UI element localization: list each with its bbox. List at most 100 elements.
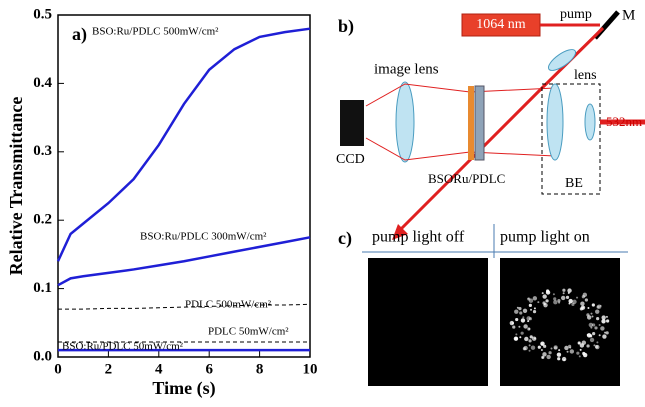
speckle xyxy=(576,351,580,355)
speckle xyxy=(566,350,569,353)
speckle xyxy=(587,307,590,310)
speckle xyxy=(542,352,547,357)
y-tick-label: 0.1 xyxy=(33,280,52,296)
speckle xyxy=(562,288,566,292)
data-line xyxy=(56,27,311,262)
laser-label: 1064 nm xyxy=(476,17,526,32)
panel-label: a) xyxy=(72,24,87,45)
lens xyxy=(584,103,596,141)
speckle xyxy=(522,316,525,319)
speckle xyxy=(550,347,553,350)
speckle xyxy=(577,341,581,345)
panel-label: c) xyxy=(338,228,352,249)
ccd xyxy=(340,100,364,146)
speckle xyxy=(594,326,598,330)
speckle xyxy=(598,334,601,337)
speckle xyxy=(543,303,546,306)
speckle xyxy=(576,296,579,299)
speckle xyxy=(591,303,595,307)
speckle xyxy=(520,331,524,335)
data-line xyxy=(57,236,311,287)
speckle xyxy=(512,325,516,329)
speckle xyxy=(553,345,558,350)
speckle xyxy=(514,309,519,314)
speckle xyxy=(552,293,555,296)
y-tick-label: 0.0 xyxy=(33,348,52,364)
data-line xyxy=(58,303,311,310)
speckle xyxy=(557,299,561,303)
x-tick-label: 0 xyxy=(54,361,62,377)
y-tick-label: 0.5 xyxy=(33,6,52,22)
speckle xyxy=(533,337,536,340)
speckle xyxy=(553,297,557,301)
speckle xyxy=(586,313,590,317)
speckle xyxy=(528,303,532,307)
lens xyxy=(395,81,415,163)
speckle xyxy=(595,344,600,350)
speckle xyxy=(545,299,549,303)
speckle xyxy=(601,315,606,320)
speckle xyxy=(593,344,596,347)
speckle xyxy=(527,297,531,301)
lens xyxy=(547,49,577,71)
speckle xyxy=(541,343,544,346)
speckle xyxy=(526,316,531,321)
speckle xyxy=(558,349,561,352)
speckle xyxy=(546,354,551,360)
speckle xyxy=(548,351,552,355)
speckle xyxy=(590,312,593,315)
speckle xyxy=(604,331,607,334)
speckle xyxy=(578,355,581,358)
speckle xyxy=(529,335,533,339)
speckle xyxy=(515,317,519,322)
speckle xyxy=(567,291,570,294)
laser-label: 532nm xyxy=(606,114,642,129)
speckle xyxy=(519,336,522,339)
speckle xyxy=(523,345,528,351)
speckle xyxy=(537,345,541,349)
x-axis-label: Time (s) xyxy=(152,378,215,399)
x-tick-label: 6 xyxy=(205,361,213,377)
speckle xyxy=(540,349,543,352)
speckle xyxy=(541,355,545,359)
speckle xyxy=(589,334,593,338)
lens xyxy=(546,83,564,161)
speckle xyxy=(527,320,530,323)
panel-label: b) xyxy=(338,16,354,37)
speckle xyxy=(599,304,602,307)
image-caption: pump light off xyxy=(372,229,465,246)
speckle xyxy=(511,322,514,325)
image-lens-label: image lens xyxy=(374,61,439,77)
image xyxy=(368,258,488,386)
pump-label: pump xyxy=(560,7,592,22)
speckle xyxy=(582,352,588,358)
speckle xyxy=(532,296,538,301)
speckle xyxy=(579,343,585,348)
speckle xyxy=(565,295,570,299)
speckle xyxy=(516,306,519,309)
speckle xyxy=(596,341,599,344)
beam xyxy=(365,83,556,161)
speckle xyxy=(528,344,531,347)
speckle xyxy=(595,309,600,314)
speckle xyxy=(515,333,518,336)
series-label: BSO:Ru/PDLC 500mW/cm² xyxy=(92,26,219,38)
speckle xyxy=(557,357,561,361)
speckle xyxy=(523,324,528,329)
speckle xyxy=(601,319,606,324)
speckle xyxy=(542,294,547,299)
speckle xyxy=(605,315,608,318)
speckle xyxy=(572,299,577,304)
speckle xyxy=(520,318,526,323)
speckle xyxy=(545,290,551,295)
series-label: BSO:Ru/PDLC 50mW/cm² xyxy=(62,341,184,353)
sample xyxy=(474,85,485,161)
series-label: PDLC 50mW/cm² xyxy=(208,326,289,338)
y-axis-label: Relative Transmittance xyxy=(6,97,26,276)
speckle xyxy=(524,336,529,342)
speckle xyxy=(600,326,605,331)
speckle xyxy=(582,292,588,298)
speckle xyxy=(568,302,571,305)
speckle xyxy=(592,332,596,336)
